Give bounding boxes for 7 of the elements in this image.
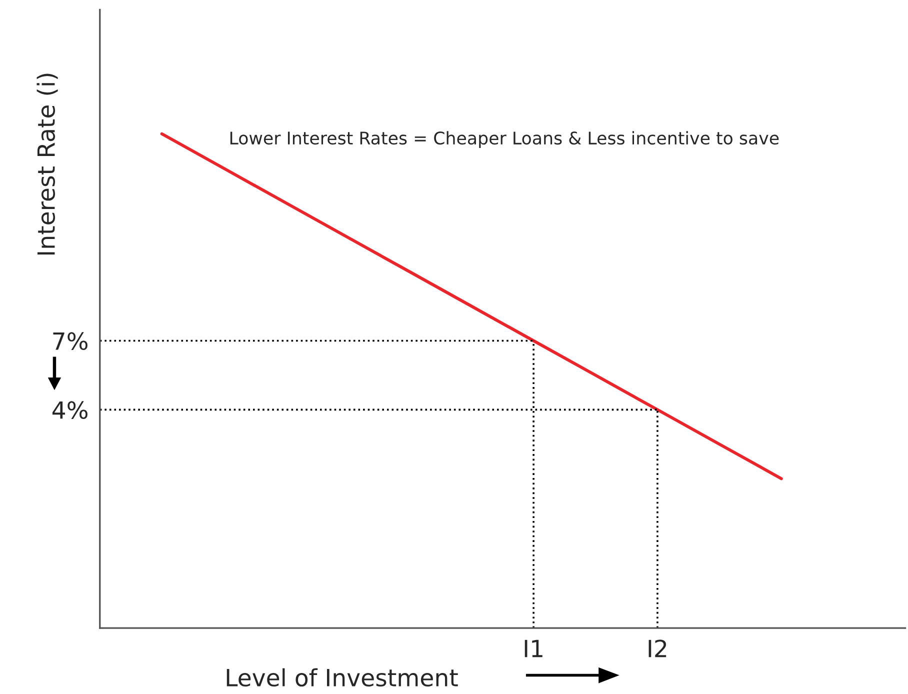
y-tick-label: 4% [52,401,88,419]
annotation: Lower Interest Rates = Cheaper Loans & Less incentive to save [230,131,779,148]
x-axis-title: Level of Investment [226,668,458,687]
x-tick-label: I1 [524,640,542,658]
y-tick-label: 7% [53,332,88,350]
y-axis-title: Interest Rate (i) [36,74,58,255]
x-tick-label: I2 [648,640,666,658]
